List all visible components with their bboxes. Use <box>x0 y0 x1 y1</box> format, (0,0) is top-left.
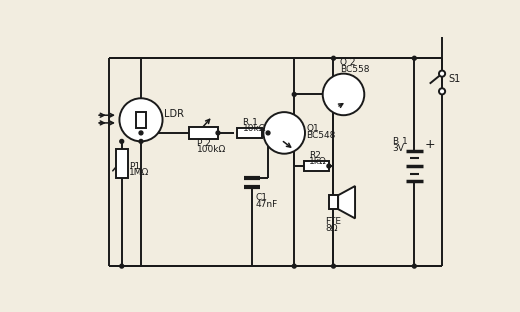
Circle shape <box>439 88 445 95</box>
Text: 1kΩ: 1kΩ <box>309 157 327 166</box>
Circle shape <box>120 139 124 143</box>
Text: LDR: LDR <box>164 109 184 119</box>
Circle shape <box>292 264 296 268</box>
Circle shape <box>139 139 143 143</box>
Text: 3V: 3V <box>393 144 405 153</box>
Circle shape <box>264 112 305 154</box>
Circle shape <box>292 92 296 96</box>
Text: P 2: P 2 <box>197 139 211 148</box>
Circle shape <box>216 131 220 135</box>
Text: R 1: R 1 <box>243 118 258 127</box>
Text: BC548: BC548 <box>307 131 336 140</box>
Circle shape <box>332 264 335 268</box>
Text: 1MΩ: 1MΩ <box>129 168 150 178</box>
Text: 10kΩ: 10kΩ <box>243 124 267 133</box>
Circle shape <box>332 56 335 60</box>
Text: 8Ω: 8Ω <box>325 224 337 233</box>
Circle shape <box>120 264 124 268</box>
Text: Q1: Q1 <box>307 124 319 133</box>
Circle shape <box>412 264 417 268</box>
Circle shape <box>266 131 270 135</box>
Circle shape <box>327 164 331 168</box>
Bar <box>115 149 128 178</box>
Bar <box>304 161 329 171</box>
Text: B 1: B 1 <box>393 137 408 146</box>
Circle shape <box>439 71 445 77</box>
Bar <box>237 128 262 138</box>
Circle shape <box>120 98 163 141</box>
Bar <box>329 195 338 209</box>
Polygon shape <box>338 186 355 218</box>
Text: R2: R2 <box>309 151 321 160</box>
Text: +: + <box>425 138 436 151</box>
Text: 47nF: 47nF <box>256 200 278 209</box>
Bar <box>189 127 218 139</box>
Text: C1: C1 <box>256 193 268 202</box>
Circle shape <box>412 56 417 60</box>
Text: S1: S1 <box>448 74 461 84</box>
Bar <box>136 112 146 128</box>
Circle shape <box>323 74 365 115</box>
Text: FTE: FTE <box>325 217 341 226</box>
Text: BC558: BC558 <box>340 65 369 74</box>
Text: P1: P1 <box>129 162 140 171</box>
Text: 100kΩ: 100kΩ <box>197 145 226 154</box>
Text: Q 2: Q 2 <box>340 58 355 67</box>
Circle shape <box>139 131 143 135</box>
